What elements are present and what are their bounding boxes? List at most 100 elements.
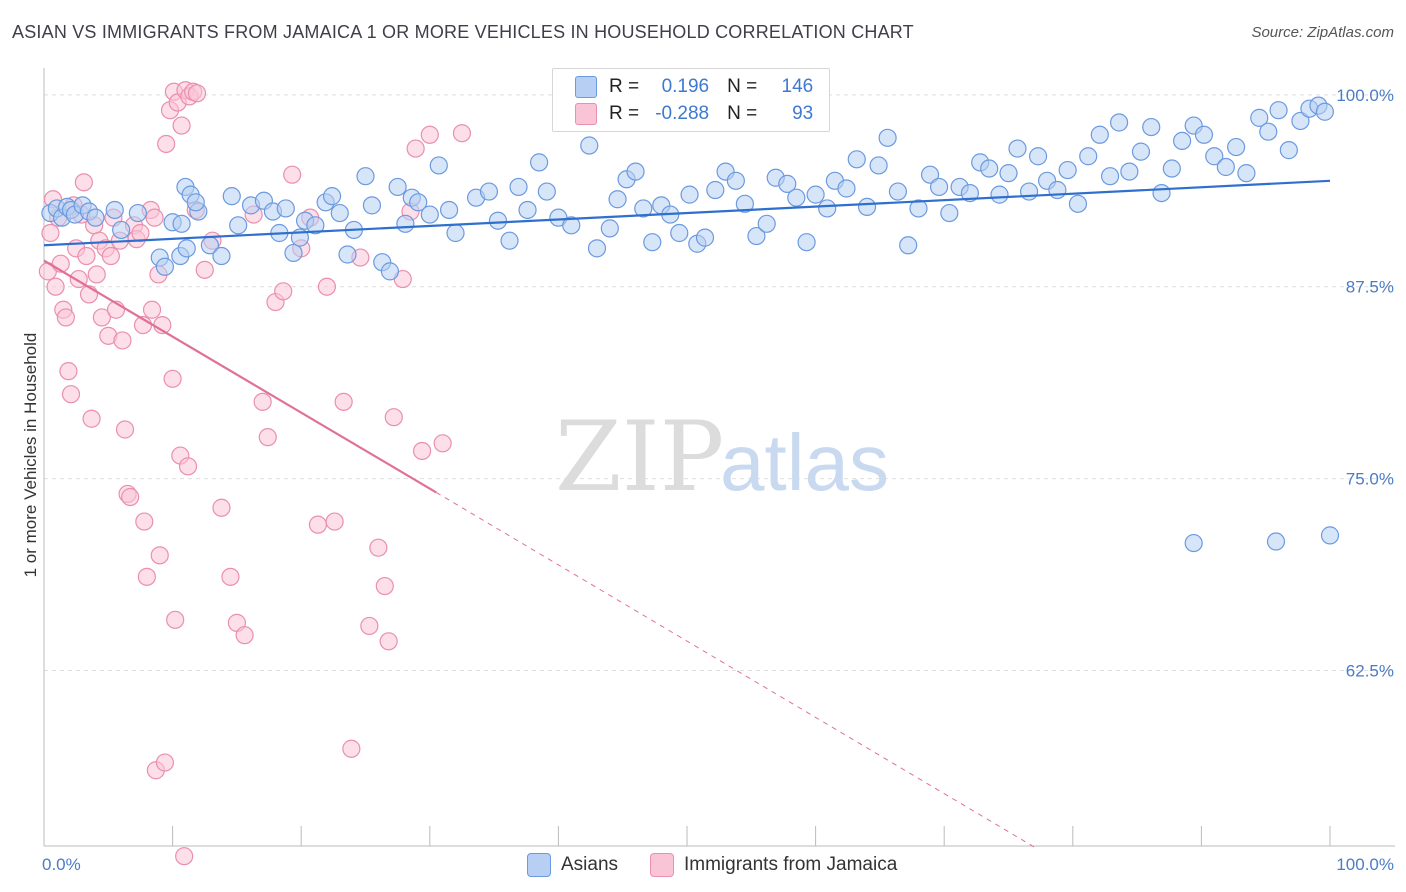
jamaica-point	[283, 165, 302, 184]
jamaica-point	[375, 576, 394, 596]
jamaica-point	[131, 223, 150, 243]
y-tick-label: 75.0%	[1346, 470, 1394, 489]
tick-labels: 100.0% 87.5% 75.0% 62.5% 0.0% 100.0%	[42, 86, 1394, 874]
asians-point	[222, 187, 241, 206]
asians-point	[600, 219, 619, 238]
asians-point	[322, 187, 342, 206]
stats-row-asians: R = 0.196 N = 146	[575, 75, 813, 99]
asians-point	[1048, 180, 1067, 200]
asians-swatch	[575, 76, 597, 98]
jamaica-point	[61, 385, 81, 404]
asians-point	[86, 208, 105, 227]
chart-title: ASIAN VS IMMIGRANTS FROM JAMAICA 1 OR MO…	[12, 22, 914, 42]
jamaica-point	[452, 124, 472, 143]
asians-point	[172, 214, 191, 233]
asians-point	[1100, 167, 1120, 186]
asians-point	[847, 150, 866, 169]
r-label: R =	[609, 103, 640, 124]
asians-legend-swatch	[527, 853, 551, 877]
asians-point	[409, 193, 428, 212]
asians-point	[396, 214, 415, 233]
asians-point	[276, 199, 295, 218]
asians-point	[1216, 157, 1235, 177]
jamaica-point	[77, 246, 96, 266]
jamaica-point	[178, 457, 198, 476]
source-label: Source: ZipAtlas.com	[1251, 24, 1394, 41]
jamaica-point	[235, 626, 254, 645]
jamaica-point	[92, 308, 111, 327]
jamaica-n-value: 93	[792, 103, 814, 124]
asians-legend-label: Asians	[561, 854, 619, 875]
jamaica-point	[274, 282, 293, 301]
jamaica-point	[334, 392, 353, 411]
stats-row-jamaica: R = -0.288 N = 93	[575, 102, 813, 126]
asians-point	[356, 167, 375, 186]
x-tick-label: 100.0%	[1336, 855, 1394, 874]
asians-point	[818, 199, 837, 218]
asians-point	[670, 223, 689, 243]
asians-point	[680, 185, 699, 204]
asians-point	[1109, 113, 1129, 132]
asians-point	[806, 185, 825, 204]
jamaica-point	[135, 512, 154, 531]
jamaica-point	[113, 331, 132, 350]
asians-point	[1162, 159, 1181, 178]
jamaica-point	[325, 512, 344, 531]
jamaica-trend-extension	[435, 491, 1035, 848]
asians-point	[787, 188, 806, 207]
asians-point	[530, 153, 549, 172]
jamaica-point	[56, 308, 75, 327]
jamaica-point	[433, 434, 452, 453]
jamaica-point	[308, 515, 328, 534]
jamaica-point	[166, 610, 185, 629]
jamaica-point	[212, 498, 231, 517]
asians-point	[1120, 162, 1139, 181]
n-label: N =	[727, 76, 758, 97]
jamaica-point	[221, 567, 240, 586]
asians-point	[1205, 147, 1224, 166]
asians-point	[929, 177, 949, 197]
asians-point	[1058, 160, 1077, 180]
asians-point	[1279, 141, 1298, 160]
y-tick-label: 62.5%	[1346, 661, 1394, 680]
legend-item-asians[interactable]: Asians	[527, 852, 618, 878]
asians-point	[306, 216, 325, 235]
asians-point	[1079, 147, 1098, 166]
jamaica-point	[82, 409, 101, 428]
asians-point	[380, 262, 400, 281]
asians-point	[706, 180, 725, 200]
jamaica-point	[187, 84, 207, 103]
asians-point	[362, 196, 382, 215]
asians-point	[429, 156, 448, 175]
jamaica-point	[360, 616, 379, 636]
watermark: ZIP atlas	[555, 401, 889, 513]
jamaica-point	[172, 116, 191, 135]
jamaica-point	[157, 134, 176, 154]
asians-point	[869, 156, 888, 175]
asians-n-value: 146	[781, 76, 814, 97]
asians-point	[999, 164, 1018, 183]
asians-point	[878, 128, 897, 147]
jamaica-point	[137, 567, 156, 586]
asians-point	[112, 220, 131, 240]
asians-point	[695, 228, 715, 247]
y-tick-label: 100.0%	[1336, 86, 1394, 105]
asians-point	[1131, 142, 1151, 161]
asians-point	[837, 179, 856, 198]
asians-point	[439, 200, 459, 220]
jamaica-point	[253, 392, 272, 411]
legend-item-jamaica[interactable]: Immigrants from Jamaica	[650, 852, 897, 878]
asians-point	[420, 205, 439, 224]
jamaica-point	[175, 847, 194, 866]
asians-point	[1291, 111, 1310, 131]
jamaica-point	[384, 408, 403, 427]
jamaica-point	[379, 632, 398, 651]
asians-point	[1250, 108, 1269, 127]
asians-point	[626, 162, 645, 181]
jamaica-points	[38, 81, 472, 866]
asians-point	[330, 203, 349, 223]
asians-point	[388, 177, 407, 197]
jamaica-point	[150, 546, 169, 565]
grid	[44, 94, 1395, 671]
